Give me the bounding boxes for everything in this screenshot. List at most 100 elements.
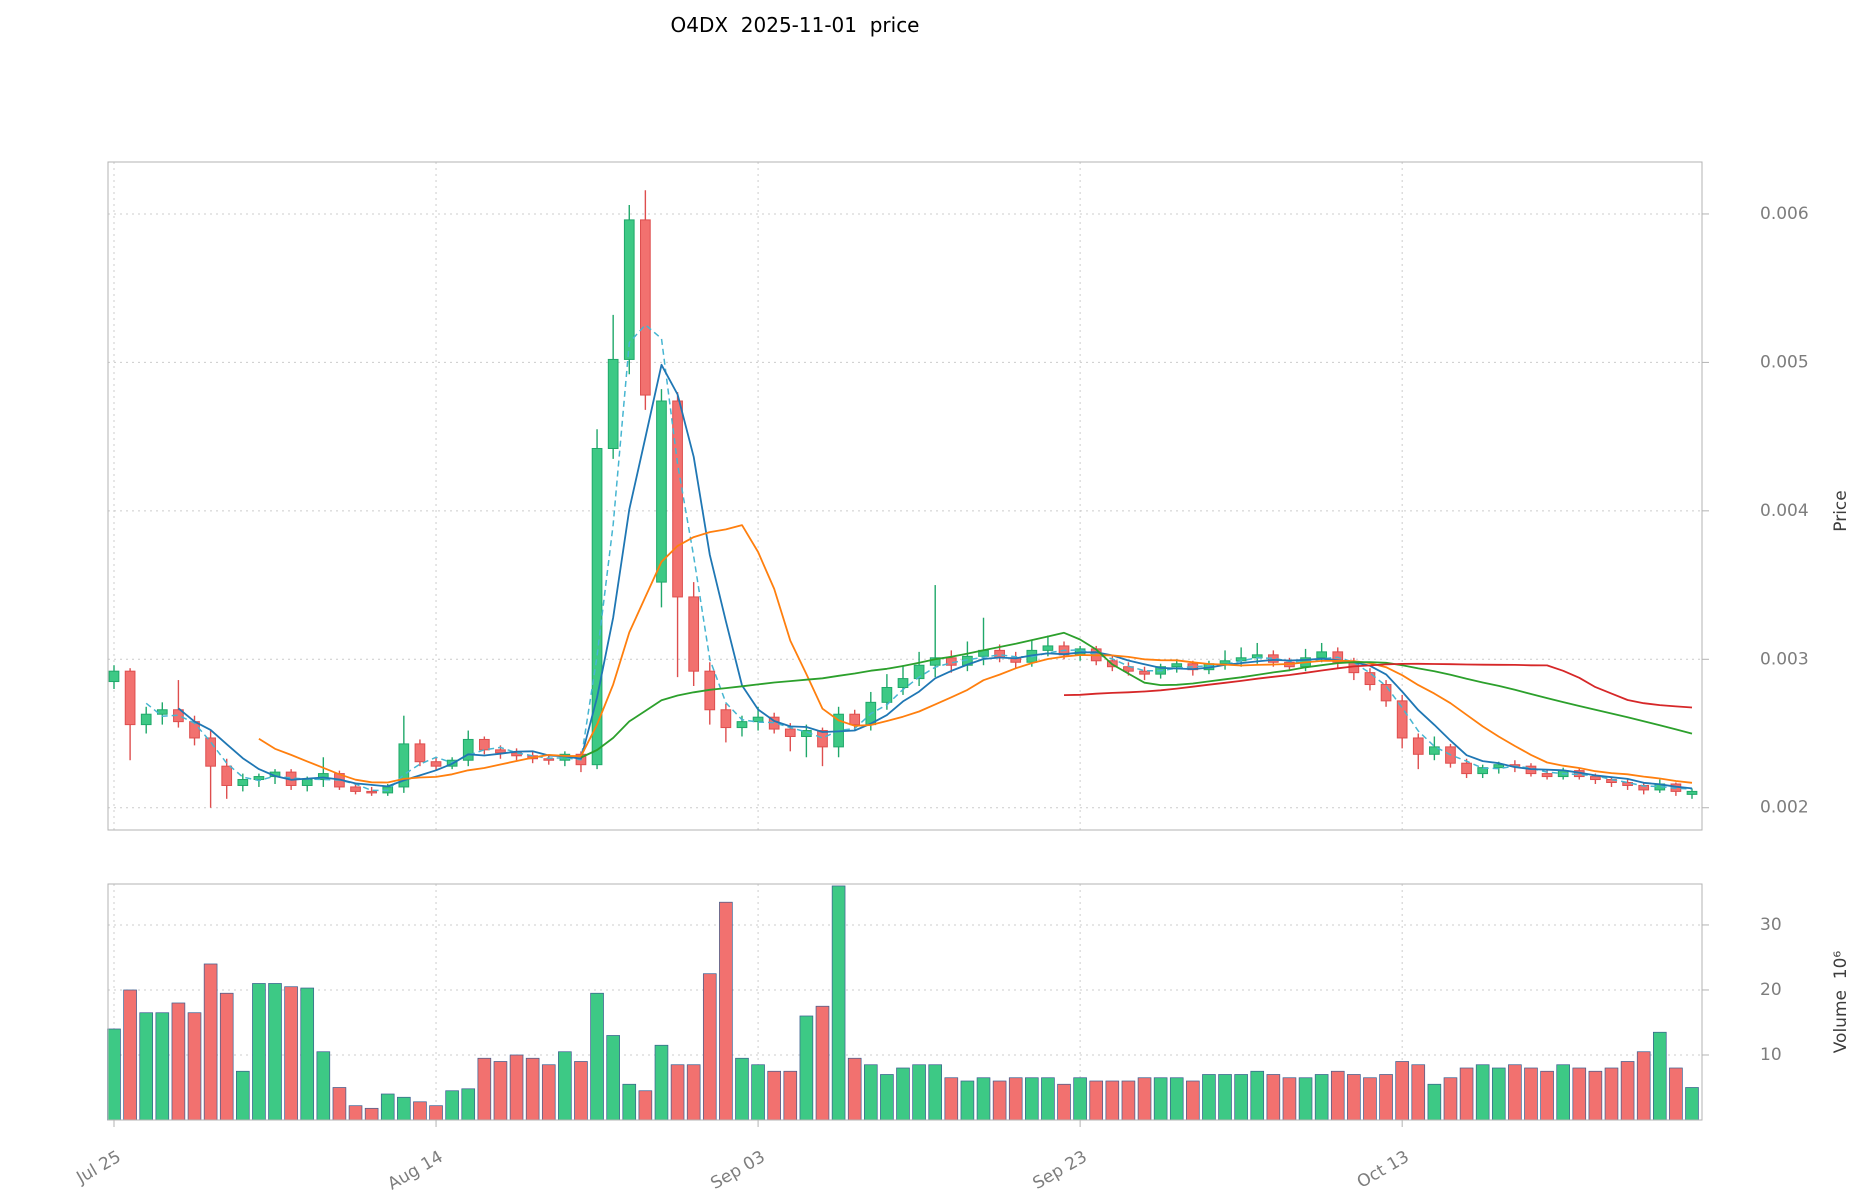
volume-bar	[799, 1015, 814, 1121]
volume-bar	[1121, 1080, 1136, 1121]
volume-bar	[558, 1051, 572, 1121]
volume-bar	[1572, 1067, 1587, 1121]
candle-body	[478, 738, 490, 751]
volume-bar	[1330, 1070, 1345, 1121]
candle-body	[672, 400, 683, 598]
volume-bar	[413, 1101, 427, 1121]
candle-body	[205, 737, 216, 767]
candle-body	[1364, 672, 1376, 686]
volume-bar	[1105, 1080, 1120, 1121]
candle-body	[301, 779, 313, 786]
volume-bar	[1588, 1070, 1603, 1121]
candle-body	[640, 219, 651, 396]
volume-bar	[1169, 1077, 1184, 1121]
candle-body	[881, 686, 893, 703]
volume-bar	[719, 901, 733, 1121]
candle-body	[156, 709, 168, 715]
candles	[108, 190, 1698, 808]
volume-bar	[1186, 1080, 1200, 1121]
candle-body	[1590, 776, 1601, 781]
volume-bar	[896, 1067, 910, 1121]
candle-body	[317, 773, 329, 781]
candle-body	[623, 219, 635, 360]
volume-bar	[1234, 1074, 1248, 1121]
candle-body	[1686, 790, 1698, 795]
volume-bar	[1411, 1064, 1426, 1121]
volume-bar	[1427, 1083, 1442, 1121]
volume-bar	[139, 1012, 154, 1121]
volume-bar	[783, 1070, 798, 1121]
candle-body	[784, 728, 796, 737]
volume-tick-label: 10	[1760, 1045, 1782, 1065]
candle-body	[1171, 663, 1183, 668]
axes: 0.002 0.003 0.004 0.005 0.006 10 20 30 Jul 25 Aug…	[72, 161, 1809, 1194]
volume-bar	[735, 1057, 749, 1121]
volume-bar	[252, 983, 266, 1121]
volume-bar	[590, 992, 604, 1121]
ma-line-sma-60	[1063, 662, 1693, 709]
volume-bar	[300, 987, 315, 1121]
volume-bar	[912, 1064, 926, 1121]
volume-bar	[348, 1105, 363, 1121]
candle-body	[1493, 764, 1505, 769]
price-tick-label: 0.004	[1760, 501, 1809, 521]
candle-body	[591, 447, 603, 766]
volume-bar	[541, 1064, 556, 1121]
volume-bar	[1379, 1074, 1393, 1121]
volume-bar	[1025, 1077, 1039, 1121]
price-tick-label: 0.002	[1760, 798, 1809, 818]
volume-bar	[1491, 1067, 1506, 1121]
volume-bar	[1218, 1074, 1232, 1121]
volume-bar	[638, 1090, 653, 1121]
volume-bar	[1347, 1074, 1361, 1121]
volume-bar	[1363, 1077, 1377, 1121]
candle-body	[1461, 762, 1472, 775]
candle-body	[720, 709, 732, 729]
volume-bar	[203, 963, 218, 1121]
volume-bar	[686, 1064, 701, 1121]
candle-body	[607, 358, 619, 449]
panel-spine	[107, 161, 1703, 831]
volume-bar	[525, 1057, 540, 1121]
volume-bar	[1298, 1077, 1313, 1121]
price-tick-label: 0.005	[1760, 352, 1809, 372]
candle-body	[736, 721, 748, 729]
candle-body	[1316, 651, 1328, 659]
volume-bar	[1475, 1064, 1490, 1121]
date-tick-label: Jul 25	[72, 1147, 124, 1189]
volume-bar	[364, 1107, 379, 1121]
candle-body	[253, 776, 265, 781]
volume-bar	[445, 1090, 459, 1121]
candle-body	[1139, 670, 1150, 675]
volume-bar	[187, 1012, 202, 1121]
gridlines	[108, 162, 1702, 1120]
candle-body	[913, 664, 925, 680]
price-tick-label: 0.006	[1760, 204, 1809, 224]
volume-bar	[509, 1054, 524, 1121]
candle-body	[1396, 700, 1408, 739]
volume-bar	[219, 992, 234, 1121]
volume-bar	[461, 1088, 476, 1121]
candle-body	[124, 670, 136, 726]
candle-body	[414, 743, 426, 763]
candle-body	[398, 743, 410, 788]
volume-bar	[1041, 1077, 1055, 1121]
volume-bar	[1459, 1067, 1474, 1121]
ma-line-sma-5	[177, 363, 1693, 790]
volume-bar	[831, 885, 846, 1121]
volume-bar	[107, 1028, 121, 1121]
volume-bar	[1620, 1061, 1635, 1121]
volume-bar	[863, 1064, 878, 1121]
candle-body	[1477, 767, 1489, 775]
volume-bar	[1089, 1080, 1104, 1121]
volume-bars	[107, 885, 1699, 1121]
volume-bar	[574, 1061, 588, 1121]
volume-bar	[1153, 1077, 1168, 1121]
volume-bar	[1443, 1077, 1458, 1121]
candle-body	[462, 738, 474, 761]
price-tick-label: 0.003	[1760, 649, 1809, 669]
volume-bar	[429, 1105, 443, 1121]
volume-bar	[992, 1080, 1007, 1121]
volume-bar	[1250, 1070, 1265, 1121]
